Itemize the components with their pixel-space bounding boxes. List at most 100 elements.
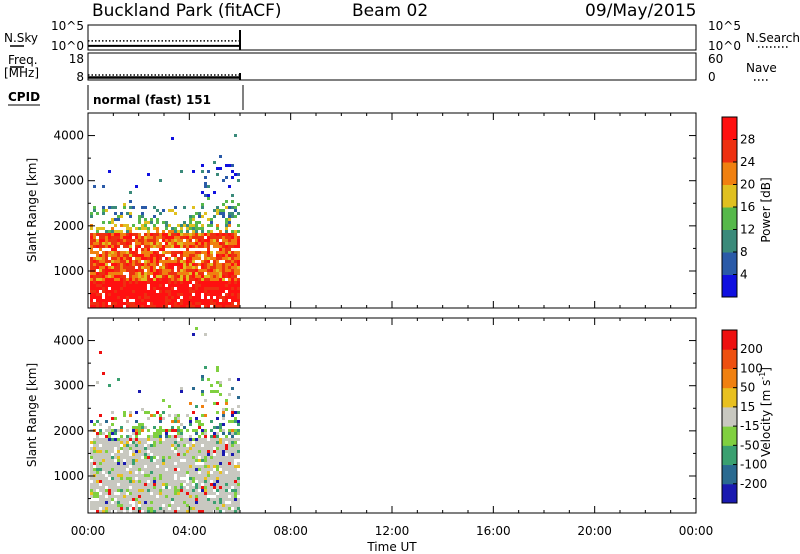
power-cell [231, 263, 234, 266]
velocity-cell [234, 432, 237, 435]
velocity-cell [96, 462, 99, 465]
power-cell [210, 278, 213, 281]
velocity-cell [216, 441, 219, 444]
velocity-cell [201, 438, 204, 441]
velocity-cell [237, 378, 240, 381]
power-cell [141, 266, 144, 269]
power-cell [198, 239, 201, 242]
power-cell [159, 242, 162, 245]
power-cell [93, 242, 96, 245]
power-cell [192, 260, 195, 263]
power-cell [192, 296, 195, 299]
power-cell [114, 236, 117, 239]
power-cell [138, 263, 141, 266]
power-cell [228, 164, 231, 167]
power-cell [222, 263, 225, 266]
power-cell [147, 236, 150, 239]
velocity-cell [108, 438, 111, 441]
power-cell [201, 239, 204, 242]
velocity-cell [138, 468, 141, 471]
velocity-cell [219, 453, 222, 456]
power-cell [90, 290, 93, 293]
velocity-cell [234, 477, 237, 480]
power-cell [225, 176, 228, 179]
power-cell [237, 269, 240, 272]
power-cell [93, 263, 96, 266]
power-cell [228, 290, 231, 293]
power-cell [216, 224, 219, 227]
velocity-cell [162, 450, 165, 453]
velocity-cell [159, 486, 162, 489]
power-cell [123, 302, 126, 305]
power-cell [135, 305, 138, 308]
velocity-cell [234, 474, 237, 477]
velocity-cell [195, 429, 198, 432]
velocity-cell [201, 375, 204, 378]
power-cell [216, 209, 219, 212]
power-cell [123, 224, 126, 227]
power-cell [117, 281, 120, 284]
power-cell [189, 257, 192, 260]
velocity-cell [168, 477, 171, 480]
power-cell [171, 278, 174, 281]
power-cell [141, 305, 144, 308]
velocity-cell [186, 507, 189, 510]
velocity-cell [150, 450, 153, 453]
power-cell [114, 305, 117, 308]
velocity-cell [237, 498, 240, 501]
velocity-cell [132, 459, 135, 462]
power-cell [147, 239, 150, 242]
velocity-cell [111, 447, 114, 450]
colorbar-tick-label: 16 [740, 200, 755, 214]
velocity-cell [195, 420, 198, 423]
power-cell [180, 257, 183, 260]
power-cell [195, 302, 198, 305]
velocity-cell [111, 489, 114, 492]
velocity-cell [105, 483, 108, 486]
velocity-cell [114, 441, 117, 444]
velocity-cell [189, 507, 192, 510]
velocity-cell [159, 450, 162, 453]
velocity-cell [195, 495, 198, 498]
velocity-cell [171, 498, 174, 501]
velocity-cell [111, 495, 114, 498]
power-cell [123, 233, 126, 236]
power-cell [192, 230, 195, 233]
power-cell [171, 284, 174, 287]
velocity-cell [177, 453, 180, 456]
power-cell [159, 179, 162, 182]
power-cell [204, 260, 207, 263]
power-cell [180, 284, 183, 287]
power-cell [231, 254, 234, 257]
velocity-cell [114, 468, 117, 471]
velocity-cell [159, 459, 162, 462]
power-cell [216, 290, 219, 293]
velocity-cell [228, 459, 231, 462]
power-cell [153, 281, 156, 284]
power-cell [222, 248, 225, 251]
power-cell [117, 260, 120, 263]
power-cell [183, 233, 186, 236]
nave-ytick-top: 60 [708, 52, 723, 66]
velocity-cell [204, 456, 207, 459]
velocity-cell [123, 411, 126, 414]
power-cell [180, 278, 183, 281]
power-cell [162, 245, 165, 248]
velocity-cell [147, 483, 150, 486]
power-cell [195, 221, 198, 224]
power-cell [165, 299, 168, 302]
velocity-cell [183, 495, 186, 498]
power-cell [198, 251, 201, 254]
velocity-cell [114, 432, 117, 435]
velocity-cell [207, 468, 210, 471]
power-cell [189, 260, 192, 263]
velocity-cell [153, 465, 156, 468]
velocity-cell [117, 495, 120, 498]
velocity-cell [132, 426, 135, 429]
power-cell [114, 206, 117, 209]
power-cell [102, 206, 105, 209]
power-cell [114, 284, 117, 287]
power-cell [129, 212, 132, 215]
power-cell [198, 215, 201, 218]
velocity-cell [180, 510, 183, 513]
